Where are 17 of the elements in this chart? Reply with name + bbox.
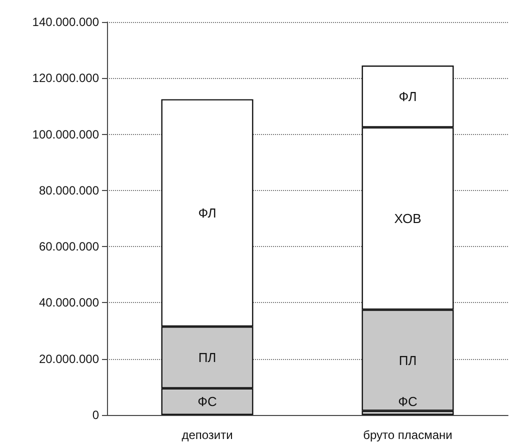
text: ПЛ	[398, 352, 417, 368]
y-tick-label: 0	[92, 408, 100, 422]
y-tick-label: 20.000.000	[38, 352, 100, 366]
series-label: ФЛ	[398, 88, 417, 104]
series-label: ПЛ	[198, 350, 216, 365]
y-tick-label: 100.000.000	[32, 127, 100, 142]
text: ФС	[198, 394, 217, 410]
y-tick-label: 120.000.000	[32, 71, 100, 86]
y-tick-label: 40.000.000	[38, 296, 100, 310]
text: ФЛ	[198, 205, 216, 220]
y-tick-label: 80.000.000	[38, 183, 100, 198]
series-label: ФС	[398, 394, 418, 409]
x-tick-label: депозити	[182, 428, 233, 442]
y-tick-label: 60.000.000	[38, 240, 100, 254]
x-tick-label: бруто пласмани	[363, 428, 452, 442]
series-label: ХОВ	[394, 211, 422, 226]
y-tick-label: 140.000.000	[32, 15, 100, 29]
